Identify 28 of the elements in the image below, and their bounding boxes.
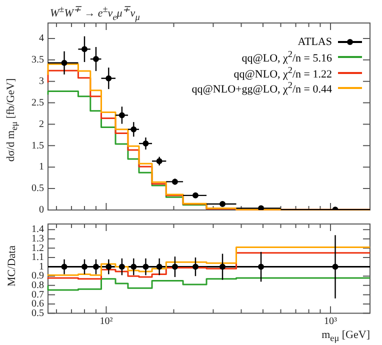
y-tick-label: 1.4 (32, 224, 44, 236)
y-tick-label: 2 (39, 118, 44, 130)
y-tick-label: 1 (39, 261, 44, 272)
y-tick-label: 0.8 (32, 280, 44, 292)
y-tick-label: 0.5 (32, 308, 44, 319)
y-tick-label: 0.6 (32, 298, 44, 310)
y-tick-label: 1.2 (32, 242, 44, 254)
y-tick-label: 0 (39, 204, 44, 216)
legend-label: qq@NLO, χ$^{2}$/n = 1.22 (234, 64, 332, 81)
y-tick-label: 1.1 (32, 252, 44, 264)
x-tick-label: 10³ (324, 316, 338, 327)
legend-label: qq@LO, χ$^{2}$/n = 5.16 (242, 49, 332, 66)
y-tick-label: 0.5 (32, 183, 44, 194)
y-tick-label: 4 (39, 33, 44, 44)
y-tick-label: 3 (39, 76, 44, 87)
y-tick-label: 0.9 (32, 270, 44, 282)
chart-title: W$^{±}$W$^{∓}$ → e$^{±}$ν$_{e}$μ$^{∓}$ν$_{μ}$ (50, 4, 140, 22)
x-axis-title: m$_{eμ}$ [GeV] (322, 329, 370, 344)
y-tick-label: 1.3 (32, 234, 44, 245)
y-axis-title: MC/Data (6, 245, 18, 286)
y-tick-label: 2.5 (32, 97, 44, 108)
y-tick-label: 0.7 (32, 289, 44, 300)
legend-label: qq@NLO+gg@LO, χ$^{2}$/n = 0.44 (192, 80, 332, 96)
legend-label: ATLAS (298, 36, 332, 48)
y-tick-label: 1 (39, 162, 44, 173)
x-tick-label: 10² (100, 316, 113, 327)
y-tick-label: 3.5 (32, 54, 44, 66)
y-tick-label: 1.5 (32, 140, 44, 152)
